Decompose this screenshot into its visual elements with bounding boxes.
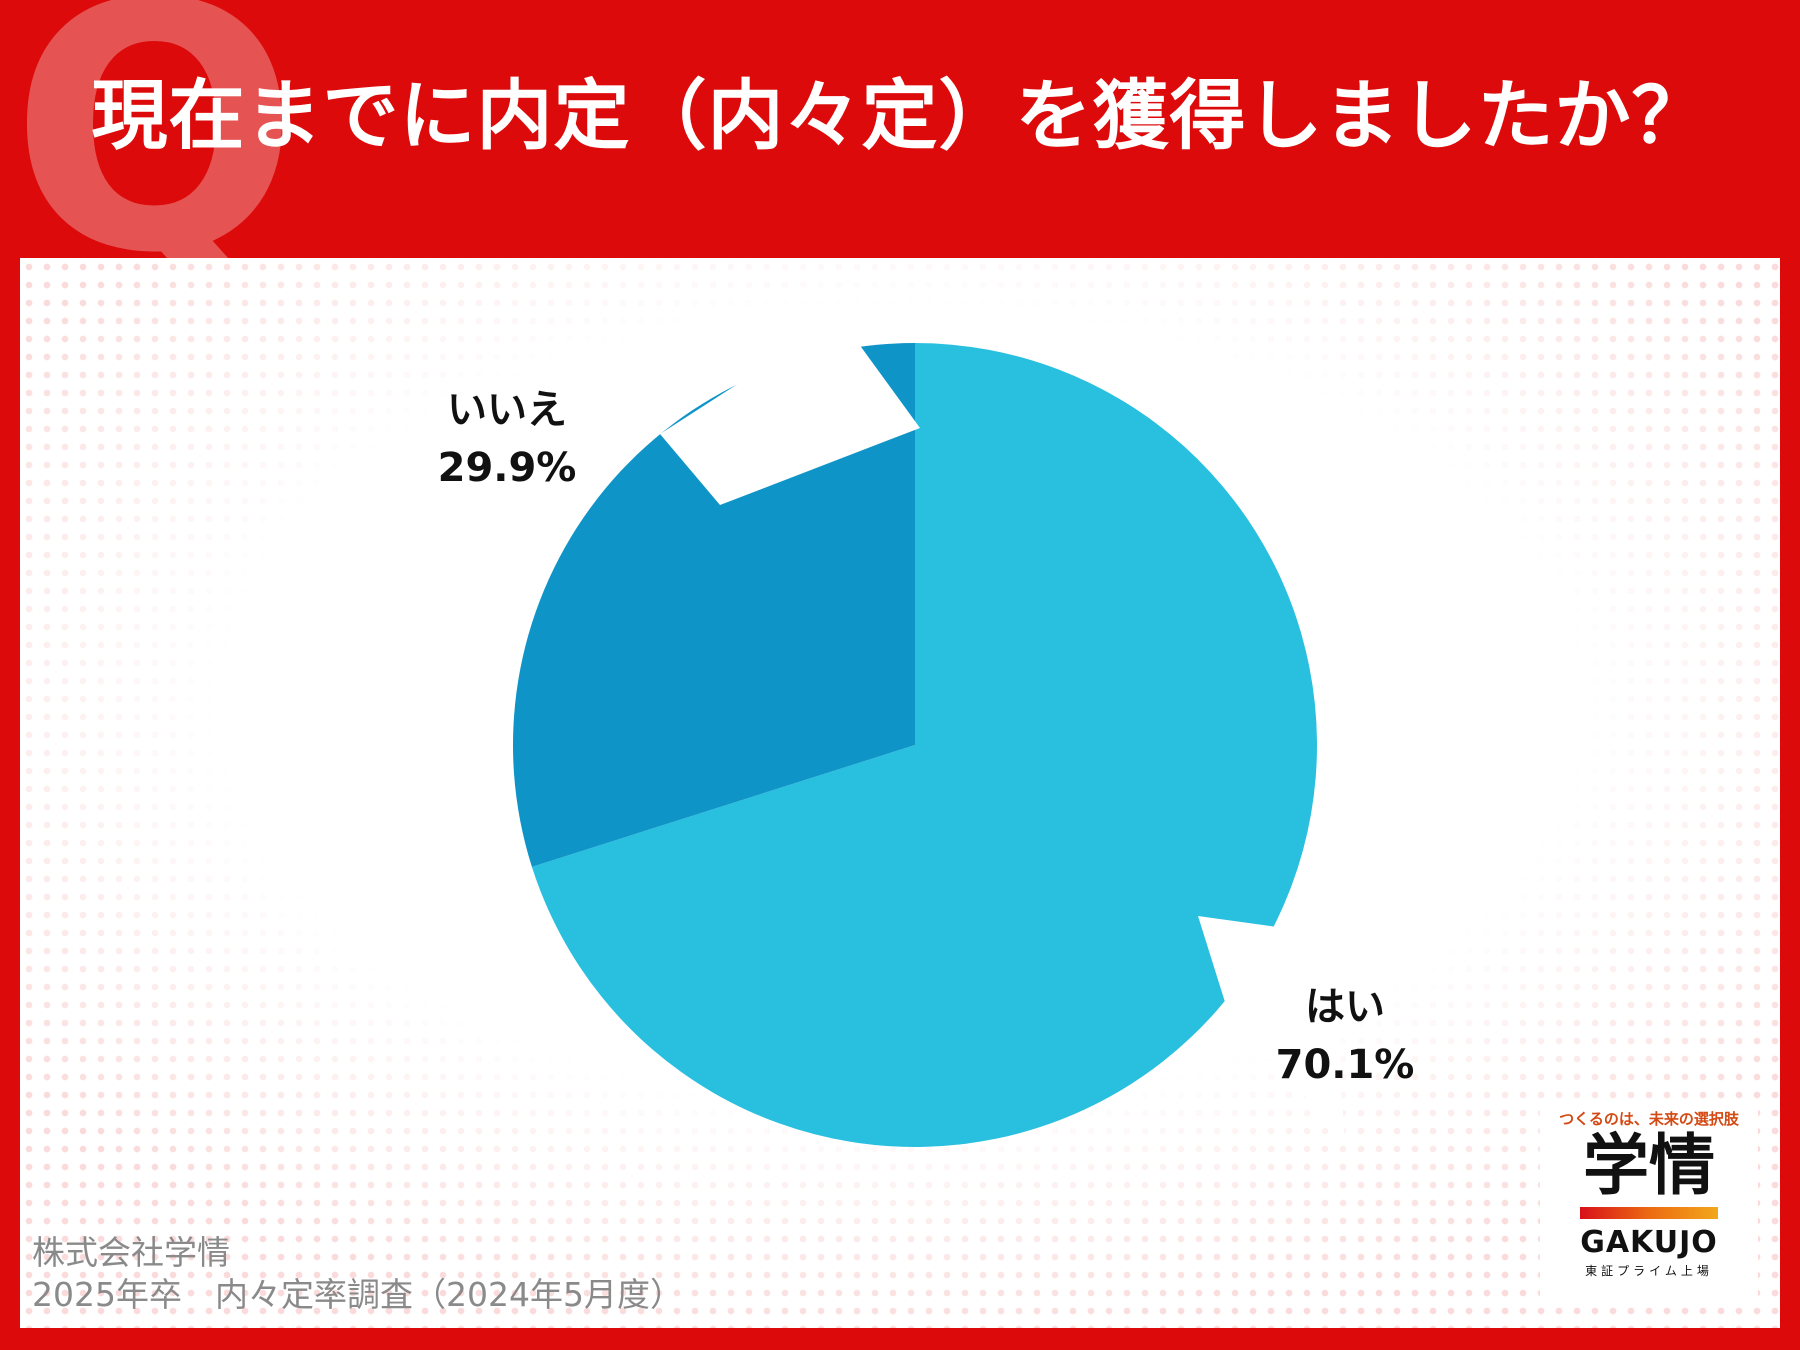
source-line-survey: 2025年卒 内々定率調査（2024年5月度） — [32, 1275, 683, 1314]
logo-name-en: GAKUJO — [1580, 1225, 1718, 1260]
gakujo-logo: つくるのは、未来の選択肢 学情 GAKUJO 東証プライム上場 — [1540, 1100, 1758, 1300]
source-note: 株式会社学情 2025年卒 内々定率調査（2024年5月度） — [32, 1232, 683, 1316]
logo-gradient-bar — [1580, 1207, 1718, 1219]
pie-label-1: はい — [1305, 984, 1385, 1030]
source-line-company: 株式会社学情 — [32, 1233, 230, 1272]
pie-value-label-1: 70.1% — [1276, 1042, 1415, 1088]
logo-sub: 東証プライム上場 — [1585, 1264, 1713, 1278]
logo-name-ja: 学情 — [1583, 1127, 1715, 1204]
pie-value-label-2: 29.9% — [438, 445, 577, 491]
pie-slice-1 — [531, 343, 1317, 1147]
chart-panel: はい 70.1% いいえ 29.9% — [20, 258, 1780, 1328]
logo-tagline: つくるのは、未来の選択肢 — [1559, 1110, 1739, 1128]
pie-label-2: いいえ — [447, 387, 567, 433]
label-notch-1 — [1198, 916, 1345, 1138]
pie-slice-2 — [512, 343, 915, 867]
label-notch-2 — [660, 318, 920, 505]
pie-chart: はい 70.1% いいえ 29.9% — [438, 318, 1415, 1147]
page-title: 現在までに内定（内々定）を獲得しましたか？ — [91, 71, 1709, 160]
